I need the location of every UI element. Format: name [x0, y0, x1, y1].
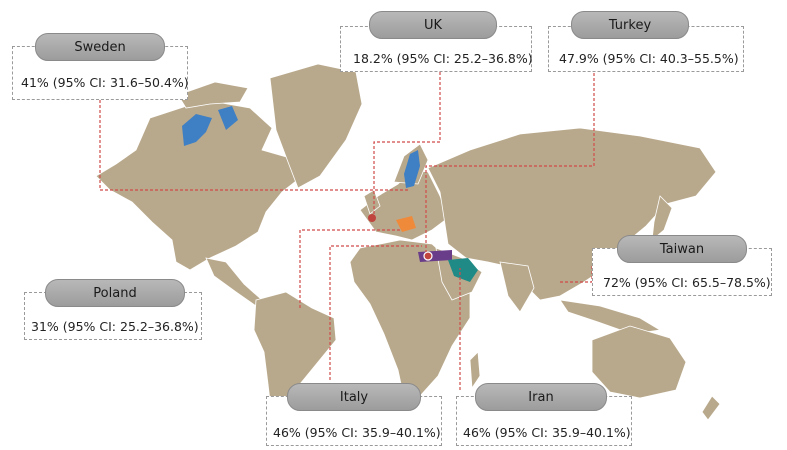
sweden-connector: [99, 100, 408, 191]
australia: [591, 325, 687, 399]
connector-lines: [99, 68, 595, 390]
callout-turkey: Turkey 47.9% (95% CI: 40.3–55.5%): [548, 11, 744, 72]
callout-iran: Iran 46% (95% CI: 35.9–40.1%): [456, 383, 632, 446]
uk-marker: [368, 214, 376, 222]
greenland: [269, 63, 363, 189]
country-label-sweden: Sweden: [35, 33, 165, 61]
country-label-turkey: Turkey: [571, 11, 689, 39]
country-name: UK: [423, 17, 443, 33]
uk-connector: [373, 72, 441, 214]
north-america: [95, 99, 301, 271]
italy-connector: [329, 245, 422, 380]
maritime-southeast-asia: [559, 299, 662, 335]
country-name: Italy: [339, 389, 369, 405]
callout-uk: UK 18.2% (95% CI: 25.2–36.8%): [340, 11, 533, 72]
madagascar: [469, 351, 481, 390]
poland-shape: [396, 216, 416, 232]
prevalence-value: 41% (95% CI: 31.6–50.4%): [21, 75, 189, 90]
prevalence-value: 46% (95% CI: 35.9–40.1%): [273, 425, 441, 440]
poland-connector: [299, 229, 400, 308]
prevalence-value: 31% (95% CI: 25.2–36.8%): [31, 319, 199, 334]
callout-taiwan: Taiwan 72% (95% CI: 65.5–78.5%): [592, 235, 772, 296]
italy-marker: [423, 251, 433, 261]
country-label-italy: Italy: [287, 383, 421, 411]
prevalence-value: 46% (95% CI: 35.9–40.1%): [463, 425, 631, 440]
highlighted-countries: [182, 106, 478, 282]
british-isles: [363, 189, 381, 215]
iran-shape: [448, 258, 478, 282]
sweden-study-region-shape: [182, 106, 238, 146]
prevalence-value: 18.2% (95% CI: 25.2–36.8%): [353, 51, 533, 66]
country-name: Poland: [93, 285, 137, 301]
callout-poland: Poland 31% (95% CI: 25.2–36.8%): [24, 279, 202, 340]
prevalence-value: 47.9% (95% CI: 40.3–55.5%): [559, 51, 739, 66]
country-name: Iran: [528, 389, 554, 405]
country-label-iran: Iran: [475, 383, 607, 411]
country-label-poland: Poland: [45, 279, 185, 307]
india: [499, 261, 535, 313]
callout-sweden: Sweden 41% (95% CI: 31.6–50.4%): [12, 33, 189, 100]
country-name: Sweden: [74, 39, 126, 55]
arctic-islands: [177, 81, 249, 109]
sweden-shape: [404, 150, 420, 188]
callout-italy: Italy 46% (95% CI: 35.9–40.1%): [266, 383, 442, 446]
central-america: [205, 257, 263, 307]
country-label-uk: UK: [369, 11, 497, 39]
country-name: Turkey: [608, 17, 652, 33]
new-zealand: [701, 395, 721, 421]
turkey-shape: [418, 250, 452, 262]
country-name: Taiwan: [659, 241, 705, 257]
turkey-connector: [425, 68, 595, 252]
prevalence-value: 72% (95% CI: 65.5–78.5%): [603, 275, 771, 290]
country-label-taiwan: Taiwan: [617, 235, 747, 263]
